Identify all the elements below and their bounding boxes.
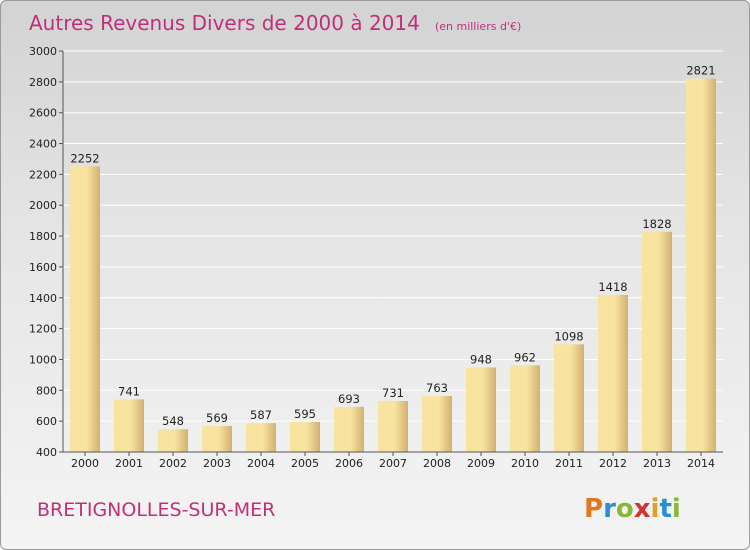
value-label-2005: 595 [294, 407, 316, 421]
bar-2007 [378, 400, 408, 452]
logo-letter: r [603, 494, 616, 524]
value-label-2009: 948 [470, 352, 492, 366]
x-tick-label-2007: 2007 [379, 457, 407, 470]
y-tick-label: 3000 [29, 45, 57, 58]
title-main: Autres Revenus Divers de 2000 à 2014 [29, 11, 420, 35]
value-label-2013: 1828 [642, 217, 671, 231]
y-tick-label: 800 [36, 384, 57, 397]
y-tick-label: 1800 [29, 230, 57, 243]
y-tick-label: 2800 [29, 76, 57, 89]
bar-2010 [510, 365, 540, 452]
bar-2009 [466, 367, 496, 452]
bar-2004 [246, 423, 276, 452]
y-tick-label: 1400 [29, 292, 57, 305]
x-tick-label-2002: 2002 [159, 457, 187, 470]
value-label-2000: 2252 [70, 151, 99, 165]
value-label-2002: 548 [162, 414, 184, 428]
bar-2000 [70, 166, 100, 452]
x-tick-label-2011: 2011 [555, 457, 583, 470]
x-tick-label-2001: 2001 [115, 457, 143, 470]
grid-lines [63, 50, 723, 453]
y-tick-label: 1200 [29, 323, 57, 336]
bar-2012 [598, 294, 628, 452]
bar-2006 [334, 406, 364, 452]
value-label-2006: 693 [338, 392, 360, 406]
value-label-2004: 587 [250, 408, 272, 422]
logo-letter: i [672, 494, 681, 524]
x-tick-label-2005: 2005 [291, 457, 319, 470]
y-tick-label: 2400 [29, 138, 57, 151]
x-axis: 2000 2001 2002 2003 2004 2005 2006 2007 2008 2009… [63, 451, 723, 470]
chart-title: Autres Revenus Divers de 2000 à 2014 (en… [29, 11, 521, 35]
x-tick-label-2003: 2003 [203, 457, 231, 470]
value-label-2014: 2821 [686, 64, 715, 78]
x-tick-label-2000: 2000 [71, 457, 99, 470]
x-tick-label-2004: 2004 [247, 457, 275, 470]
x-tick-label-2008: 2008 [423, 457, 451, 470]
logo-letter: i [651, 494, 660, 524]
x-tick-label-2009: 2009 [467, 457, 495, 470]
y-tick-label: 2200 [29, 168, 57, 181]
proxiti-logo: Proxiti [584, 494, 681, 524]
bar-2014 [686, 78, 716, 453]
bar-2001 [114, 399, 144, 452]
bar-2008 [422, 396, 452, 452]
bar-2005 [290, 421, 320, 452]
title-unit: (en milliers d'€) [435, 20, 521, 33]
value-label-2003: 569 [206, 411, 228, 425]
x-tick-label-2012: 2012 [599, 457, 627, 470]
bar-2002 [158, 429, 188, 452]
x-tick-label-2010: 2010 [511, 457, 539, 470]
value-label-2001: 741 [118, 384, 140, 398]
bar-2003 [202, 425, 232, 452]
y-tick-label: 400 [36, 446, 57, 459]
y-tick-label: 600 [36, 415, 57, 428]
bar-2013 [642, 231, 672, 452]
x-tick-label-2006: 2006 [335, 457, 363, 470]
value-label-2010: 962 [514, 350, 536, 364]
x-tick-label-2013: 2013 [643, 457, 671, 470]
logo-letter: P [584, 494, 603, 524]
value-label-2007: 731 [382, 386, 404, 400]
y-tick-label: 2000 [29, 199, 57, 212]
logo-letter: t [659, 494, 671, 524]
bar-2011 [554, 344, 584, 452]
bars-group: 2252 741 548 569 587 595 693 731 763 948 962 1098 14… [70, 64, 716, 453]
town-name: BRETIGNOLLES-SUR-MER [37, 499, 275, 521]
logo-letter: o [616, 494, 634, 524]
value-label-2008: 763 [426, 381, 448, 395]
y-tick-label: 1000 [29, 353, 57, 366]
y-tick-label: 1600 [29, 261, 57, 274]
x-tick-label-2014: 2014 [687, 457, 715, 470]
value-label-2011: 1098 [554, 329, 583, 343]
logo-letter: x [634, 494, 651, 524]
y-axis: 400 600 800 1000 1200 1400 1600 1800 2000 2200 240… [29, 45, 64, 459]
value-label-2012: 1418 [598, 280, 627, 294]
y-tick-label: 2600 [29, 107, 57, 120]
